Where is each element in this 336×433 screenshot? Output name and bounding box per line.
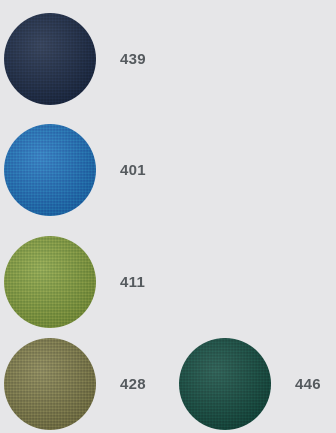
swatch-item-401[interactable]: 401 — [4, 124, 146, 216]
color-swatch-411[interactable] — [4, 236, 96, 328]
swatch-item-439[interactable]: 439 — [4, 13, 146, 105]
color-swatch-439[interactable] — [4, 13, 96, 105]
swatch-code-label: 439 — [120, 50, 146, 68]
color-swatch-401[interactable] — [4, 124, 96, 216]
swatch-code-label: 411 — [120, 273, 146, 291]
swatch-code-label: 428 — [120, 375, 146, 393]
swatch-item-446[interactable]: 446 — [179, 338, 321, 430]
swatch-code-label: 446 — [295, 375, 321, 393]
color-swatch-428[interactable] — [4, 338, 96, 430]
swatch-item-428[interactable]: 428 — [4, 338, 146, 430]
swatch-code-label: 401 — [120, 161, 146, 179]
swatch-item-411[interactable]: 411 — [4, 236, 145, 328]
color-swatch-446[interactable] — [179, 338, 271, 430]
